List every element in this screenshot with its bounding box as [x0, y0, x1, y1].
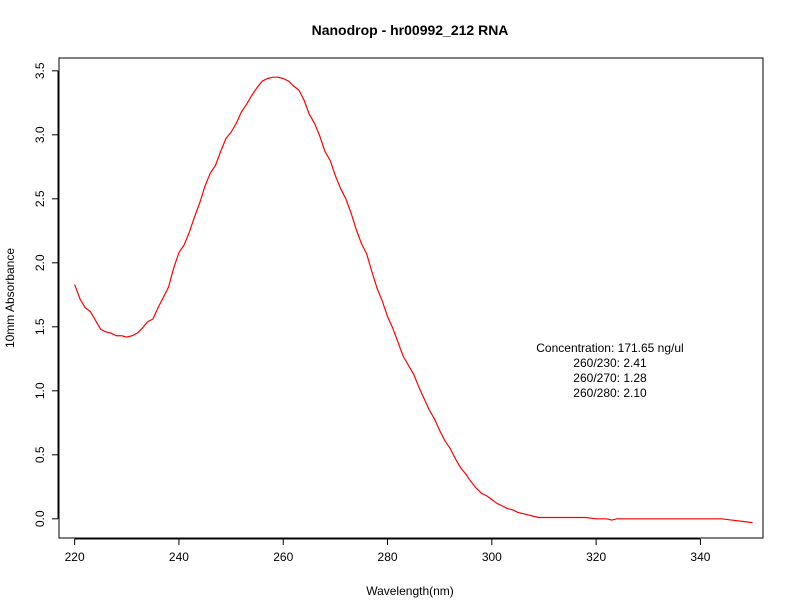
annotation-line: 260/270: 1.28 [573, 371, 647, 385]
plot-frame [58, 57, 764, 539]
x-axis-label: Wavelength(nm) [366, 584, 454, 598]
chart-title: Nanodrop - hr00992_212 RNA [312, 22, 509, 38]
y-tick-label: 1.0 [33, 382, 47, 399]
x-axis: 220 240 260 280 300 320 340 [65, 538, 711, 564]
x-tick-label: 340 [690, 550, 710, 564]
annotation-line: 260/230: 2.41 [573, 356, 647, 370]
annotation-line: Concentration: 171.65 ng/ul [536, 341, 683, 355]
x-tick-label: 220 [65, 550, 85, 564]
x-tick-label: 320 [586, 550, 606, 564]
x-tick-label: 240 [169, 550, 189, 564]
y-tick-label: 2.0 [33, 254, 47, 271]
y-tick-label: 0.0 [33, 510, 47, 527]
x-tick-label: 280 [378, 550, 398, 564]
x-tick-label: 260 [273, 550, 293, 564]
y-tick-label: 1.5 [33, 318, 47, 335]
y-tick-label: 3.5 [33, 62, 47, 79]
y-tick-label: 2.5 [33, 190, 47, 207]
x-tick-label: 300 [482, 550, 502, 564]
y-axis-label: 10mm Absorbance [3, 248, 17, 348]
absorbance-line [74, 76, 753, 524]
annotation-line: 260/280: 2.10 [573, 386, 647, 400]
y-tick-label: 0.5 [33, 446, 47, 463]
y-axis: 0.0 0.5 1.0 1.5 2.0 2.5 3.0 3.5 [33, 62, 59, 527]
y-tick-label: 3.0 [33, 126, 47, 143]
